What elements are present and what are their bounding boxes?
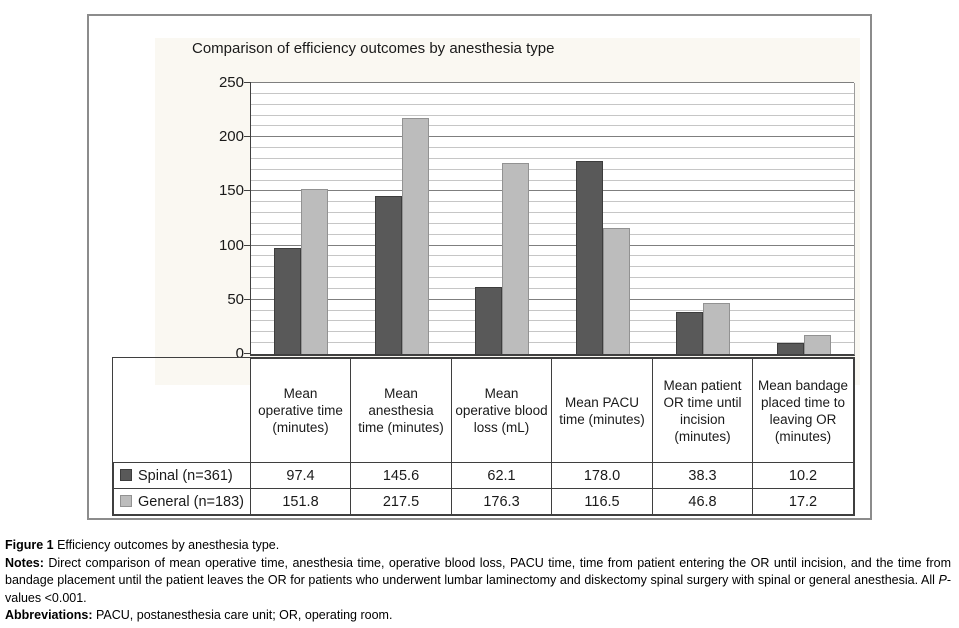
major-gridline	[251, 299, 854, 300]
caption-notes: Notes: Direct comparison of mean operati…	[5, 555, 951, 608]
notes-text: Direct comparison of mean operative time…	[5, 555, 951, 588]
minor-gridline	[251, 125, 854, 126]
minor-gridline	[251, 331, 854, 332]
y-tick-mark	[244, 190, 251, 191]
y-tick-mark	[244, 299, 251, 300]
bar-general-5	[803, 335, 831, 354]
notes-p-italic: P	[938, 573, 947, 587]
column-header: Mean bandage placed time to leaving OR (…	[752, 358, 854, 463]
notes-label: Notes:	[5, 555, 44, 570]
major-gridline	[251, 245, 854, 246]
minor-gridline	[251, 223, 854, 224]
minor-gridline	[251, 310, 854, 311]
table-header-row: Mean operative time (minutes) Mean anest…	[114, 358, 854, 463]
chart-title: Comparison of efficiency outcomes by ane…	[192, 40, 555, 57]
abbreviations-text: PACU, postanesthesia care unit; OR, oper…	[92, 608, 393, 622]
minor-gridline	[251, 255, 854, 256]
bar-spinal-4	[676, 312, 704, 354]
y-axis-labels: 0 50 100 150 200 250	[189, 74, 244, 362]
table-corner-blank	[114, 359, 251, 463]
legend-item-general: General (n=183)	[113, 488, 251, 515]
bar-general-4	[703, 303, 731, 354]
cell-value: 97.4	[250, 462, 351, 489]
minor-gridline	[251, 342, 854, 343]
cell-value: 217.5	[350, 488, 452, 515]
minor-gridline	[251, 320, 854, 321]
bar-spinal-0	[274, 248, 302, 354]
caption-figure-line: Figure 1 Efficiency outcomes by anesthes…	[5, 537, 951, 555]
minor-gridline	[251, 288, 854, 289]
minor-gridline	[251, 104, 854, 105]
cell-value: 145.6	[350, 462, 452, 489]
cell-value: 38.3	[652, 462, 753, 489]
y-tick-label: 250	[218, 74, 244, 91]
y-tick-mark	[244, 136, 251, 137]
table-row-general: General (n=183) 151.8 217.5 176.3 116.5 …	[113, 488, 854, 515]
column-header: Mean patient OR time until incision (min…	[652, 358, 753, 463]
minor-gridline	[251, 93, 854, 94]
cell-value: 151.8	[250, 488, 351, 515]
bar-general-0	[301, 189, 329, 354]
column-header: Mean operative time (minutes)	[250, 358, 351, 463]
legend-label: Spinal (n=361)	[138, 467, 233, 484]
legend-item-spinal: Spinal (n=361)	[113, 462, 251, 489]
cell-value: 46.8	[652, 488, 753, 515]
minor-gridline	[251, 212, 854, 213]
y-tick-label: 150	[218, 182, 244, 199]
bar-general-1	[401, 118, 429, 354]
figure-title-text: Efficiency outcomes by anesthesia type.	[53, 538, 280, 552]
data-table: Mean operative time (minutes) Mean anest…	[112, 357, 855, 516]
y-tick-mark	[244, 82, 251, 83]
major-gridline	[251, 190, 854, 191]
general-legend-swatch-icon	[120, 494, 132, 507]
bar-general-2	[502, 163, 530, 354]
major-gridline	[251, 82, 854, 83]
caption-abbreviations: Abbreviations: PACU, postanesthesia care…	[5, 607, 951, 625]
bar-spinal-1	[374, 196, 402, 354]
minor-gridline	[251, 169, 854, 170]
bar-spinal-2	[475, 287, 503, 354]
bar-spinal-5	[776, 343, 804, 354]
plot-area	[244, 82, 855, 356]
minor-gridline	[251, 277, 854, 278]
y-tick-label: 0	[235, 345, 244, 362]
figure-caption: Figure 1 Efficiency outcomes by anesthes…	[5, 537, 951, 625]
minor-gridline	[251, 115, 854, 116]
y-tick-label: 50	[227, 291, 244, 308]
y-tick-mark	[244, 245, 251, 246]
cell-value: 62.1	[451, 462, 552, 489]
figure-label: Figure 1	[5, 538, 54, 552]
table-row-spinal: Spinal (n=361) 97.4 145.6 62.1 178.0 38.…	[113, 462, 854, 489]
minor-gridline	[251, 234, 854, 235]
column-header: Mean operative blood loss (mL)	[451, 358, 552, 463]
spinal-legend-swatch-icon	[120, 468, 132, 481]
cell-value: 178.0	[551, 462, 653, 489]
column-header: Mean anesthesia time (minutes)	[350, 358, 452, 463]
figure-frame: Comparison of efficiency outcomes by ane…	[87, 14, 872, 520]
minor-gridline	[251, 266, 854, 267]
y-tick-label: 100	[218, 237, 244, 254]
bar-general-3	[602, 228, 630, 354]
abbreviations-label: Abbreviations:	[5, 608, 93, 622]
cell-value: 17.2	[752, 488, 854, 515]
y-tick-label: 200	[218, 128, 244, 145]
bar-spinal-3	[575, 161, 603, 354]
cell-value: 176.3	[451, 488, 552, 515]
minor-gridline	[251, 147, 854, 148]
cell-value: 116.5	[551, 488, 653, 515]
y-tick-mark	[244, 353, 251, 354]
major-gridline	[251, 136, 854, 137]
minor-gridline	[251, 180, 854, 181]
legend-label: General (n=183)	[138, 493, 244, 510]
minor-gridline	[251, 158, 854, 159]
minor-gridline	[251, 201, 854, 202]
cell-value: 10.2	[752, 462, 854, 489]
notes-tail: -values <0.001.	[5, 573, 951, 605]
column-header: Mean PACU time (minutes)	[551, 358, 653, 463]
